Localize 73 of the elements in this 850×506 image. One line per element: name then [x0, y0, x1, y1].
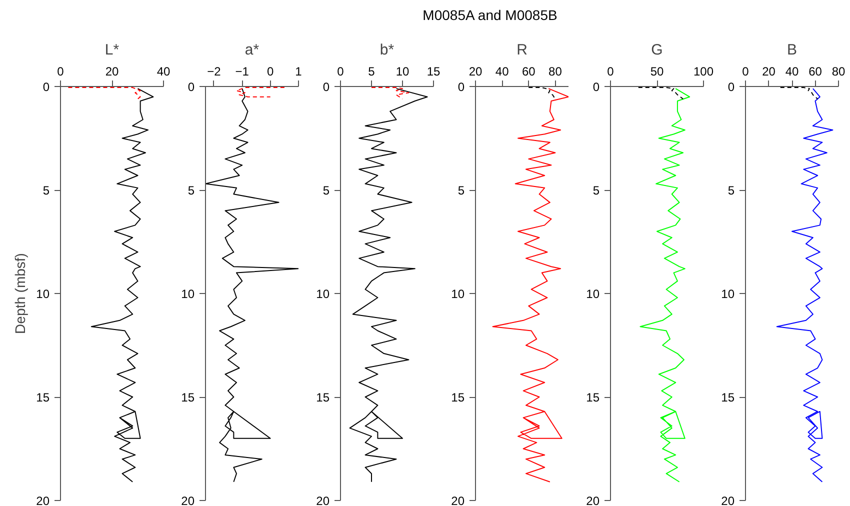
x-tick-label: 60 [522, 64, 536, 78]
x-tick-label: −2 [207, 64, 222, 78]
line-series [68, 87, 141, 100]
y-tick-label: 0 [728, 80, 735, 94]
chart-title: R [516, 42, 528, 58]
x-tick-label: 40 [156, 64, 170, 78]
x-tick-label: −1 [235, 64, 250, 78]
x-tick-label: 0 [57, 64, 64, 78]
line-series [640, 88, 690, 482]
line-series [206, 88, 298, 482]
y-tick-label: 0 [42, 80, 50, 94]
y-tick-label: 20 [721, 494, 735, 506]
x-tick-label: 20 [105, 64, 119, 78]
line-series [492, 88, 568, 482]
y-tick-label: 20 [36, 494, 50, 506]
y-tick-label: 0 [592, 80, 600, 94]
y-tick-label: 10 [721, 287, 735, 301]
y-tick-label: 20 [316, 494, 330, 506]
x-tick-label: 10 [396, 64, 410, 78]
y-tick-label: 5 [728, 184, 735, 198]
line-series [776, 88, 834, 482]
y-tick-label: 10 [181, 287, 195, 301]
text: M0085A and M0085B [422, 6, 558, 25]
line-series [780, 87, 818, 100]
x-tick-label: 40 [785, 64, 799, 78]
y-tick-label: 0 [322, 80, 330, 94]
x-tick-label: 0 [742, 64, 750, 78]
line-series [528, 87, 556, 100]
x-tick-label: 5 [368, 64, 376, 78]
y-tick-label: 5 [592, 184, 600, 198]
x-tick-label: 80 [548, 64, 562, 78]
y-tick-label: 20 [451, 494, 465, 506]
y-tick-label: 15 [451, 390, 465, 404]
y-tick-label: 15 [721, 390, 735, 404]
chart-title: B [787, 42, 798, 58]
y-tick-label: 5 [322, 184, 330, 198]
y-tick-label: 20 [181, 494, 195, 506]
y-tick-label: 10 [451, 287, 465, 301]
x-tick-label: 0 [607, 64, 614, 78]
y-tick-label: 15 [316, 390, 330, 404]
x-tick-label: 15 [426, 64, 440, 78]
x-tick-label: 20 [762, 64, 776, 78]
chart-title: L* [104, 42, 120, 58]
y-tick-label: 10 [36, 287, 50, 301]
line-series [638, 87, 684, 100]
y-tick-label: 0 [458, 80, 465, 94]
x-tick-label: 1 [295, 64, 302, 78]
x-tick-label: 20 [468, 64, 482, 78]
x-tick-label: 80 [832, 64, 846, 78]
y-tick-label: 5 [188, 184, 195, 198]
y-tick-label: 20 [586, 494, 600, 506]
x-tick-label: 100 [693, 64, 714, 78]
chart-title: b* [380, 42, 394, 58]
chart-title: a* [244, 42, 260, 58]
y-tick-label: 10 [586, 287, 600, 301]
y-tick-label: 15 [586, 390, 600, 404]
x-tick-label: 60 [808, 64, 822, 78]
x-tick-label: 0 [337, 64, 344, 78]
line-series [349, 88, 428, 482]
y-tick-label: 5 [458, 184, 465, 198]
y-tick-label: 10 [316, 287, 330, 301]
line-series [236, 87, 285, 98]
line-series [371, 87, 410, 100]
x-tick-label: 50 [650, 64, 664, 78]
line-series [90, 88, 154, 482]
y-axis-title: Depth (mbsf) [12, 253, 28, 334]
chart-title: G [651, 42, 663, 58]
y-tick-label: 15 [36, 390, 50, 404]
y-tick-label: 15 [181, 390, 195, 404]
y-tick-label: 0 [188, 80, 195, 94]
x-tick-label: 0 [266, 64, 274, 78]
x-tick-label: 40 [495, 64, 510, 78]
y-tick-label: 5 [42, 184, 50, 198]
